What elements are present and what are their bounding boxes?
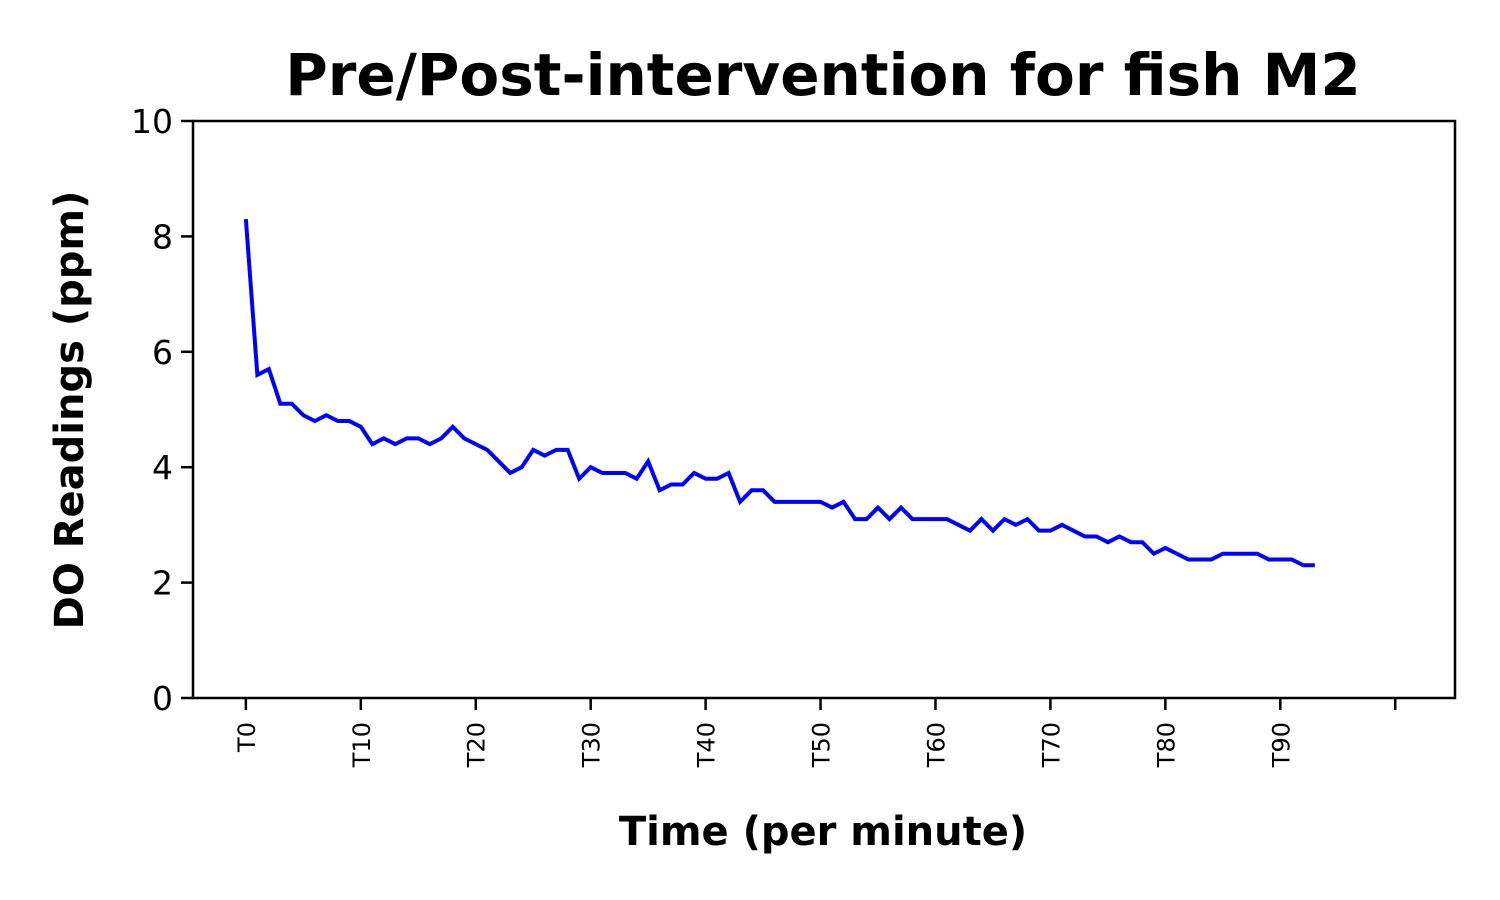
x-tick-label: T90 <box>1267 722 1295 768</box>
y-tick-label: 8 <box>152 217 173 256</box>
x-tick-label: T10 <box>348 722 376 768</box>
y-tick-label: 10 <box>131 102 173 141</box>
x-tick-label: T40 <box>693 722 721 768</box>
y-axis-label: DO Readings (ppm) <box>47 191 93 630</box>
chart-title: Pre/Post-intervention for fish M2 <box>285 41 1360 109</box>
x-tick-label: T0 <box>233 722 261 753</box>
x-tick-label: T70 <box>1037 722 1065 768</box>
x-tick-label: T30 <box>578 722 606 768</box>
y-tick-label: 2 <box>152 564 173 603</box>
y-tick-label: 6 <box>152 333 173 372</box>
x-tick-label: T60 <box>922 722 950 768</box>
x-tick-label: T80 <box>1152 722 1180 768</box>
x-tick-label: T20 <box>463 722 491 768</box>
y-tick-label: 4 <box>152 448 173 487</box>
y-tick-label: 0 <box>152 679 173 718</box>
do-readings-line <box>243 218 1315 568</box>
x-tick-label: T50 <box>808 722 836 768</box>
x-axis-label: Time (per minute) <box>619 809 1027 855</box>
x-axis: T0 T10 T20 T30 T40 T50 T60 T70 T80 T90 <box>233 698 1397 768</box>
plot-frame <box>191 119 1457 700</box>
y-axis: 0 2 4 6 8 10 <box>131 102 193 718</box>
